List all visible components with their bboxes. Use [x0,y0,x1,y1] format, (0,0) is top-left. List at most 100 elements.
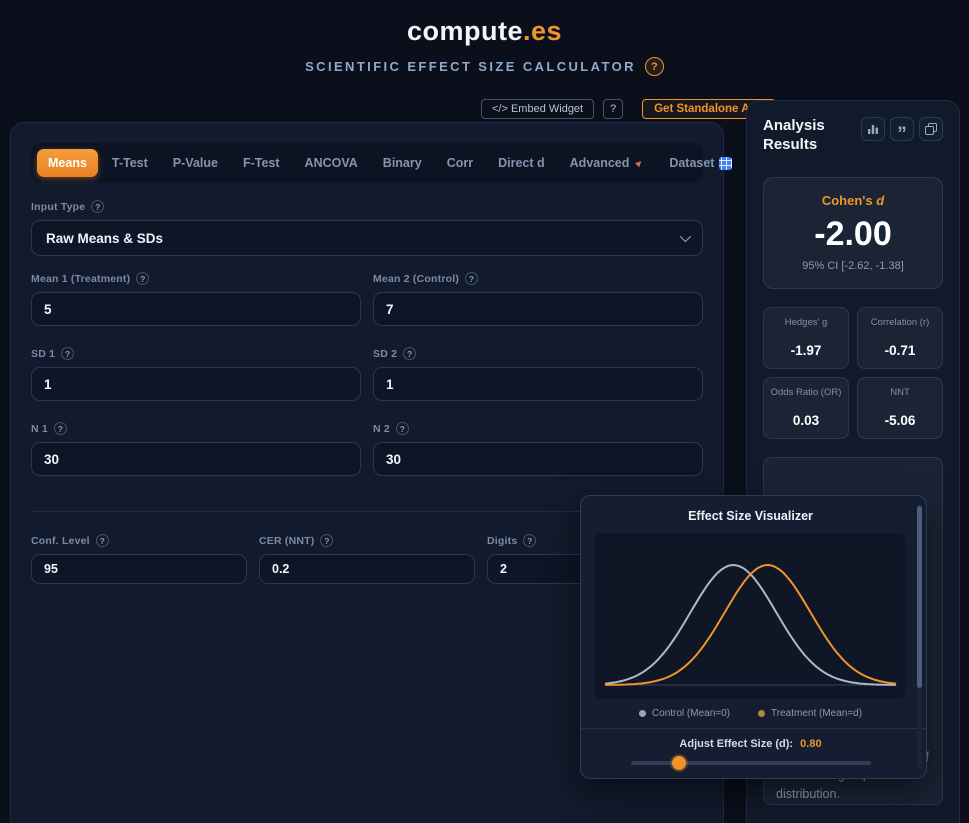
tab-corr[interactable]: Corr [436,149,484,177]
dataset-icon [719,156,733,170]
tab-label: Corr [446,156,474,170]
chart-view-button[interactable] [861,117,885,141]
field-help-icon[interactable]: ? [465,272,479,285]
field-label: Digits [487,534,518,547]
scrollbar-thumb[interactable] [917,506,922,688]
field-help-icon[interactable]: ? [320,534,334,547]
copy-icon [925,123,937,135]
secondary-results-grid: Hedges' g -1.97 Correlation (r) -0.71 Odds R… [763,306,943,439]
embed-widget-button[interactable]: </> Embed Widget [481,99,595,119]
tab-label: P-Value [172,156,218,170]
field-help-icon[interactable]: ? [523,534,537,547]
input-type-block: Input Type ? Raw Means & SDs [31,200,703,256]
input-type-label: Input Type [31,200,86,213]
subtitle-help-icon[interactable]: ? [644,57,664,76]
result-label: Hedges' g [784,316,828,328]
field-help-icon[interactable]: ? [395,422,409,435]
toolbar: </> Embed Widget ? Get Standalone App [481,99,776,119]
input-type-select[interactable]: Raw Means & SDs [31,220,703,256]
tab-ancova[interactable]: ANCOVA [294,149,369,177]
tab-label: Dataset [669,156,715,170]
field-help-icon[interactable]: ? [136,272,150,285]
field-help-icon[interactable]: ? [95,534,109,547]
field-help-icon[interactable]: ? [403,347,417,360]
tab-label: T-Test [111,156,148,170]
tab-t-test[interactable]: T-Test [101,149,159,177]
app-logo: compute.es [0,16,969,47]
slider-track[interactable] [630,761,871,765]
input-type-help-icon[interactable]: ? [91,200,105,213]
field-mean-1-treatment-: Mean 1 (Treatment)? [31,272,361,326]
result-value: -0.71 [884,342,916,358]
input-cer-nnt-[interactable] [259,554,475,584]
citation-button[interactable]: ” [890,117,914,141]
input-sd-1[interactable] [31,367,361,401]
control-dot-icon [638,710,646,717]
result-value: -5.06 [884,412,916,428]
result-card-correlation-r-: Correlation (r) -0.71 [857,306,943,369]
tab-means[interactable]: Means [37,149,98,177]
tab-binary[interactable]: Binary [372,149,433,177]
tab-p-value[interactable]: P-Value [162,149,229,177]
field-label: CER (NNT) [259,534,315,547]
primary-result-label: Cohen's d [821,192,885,208]
tab-label: Means [48,156,87,170]
field-label: N 2 [373,422,390,435]
tab-label: ANCOVA [304,156,358,170]
field-help-icon[interactable]: ? [53,422,67,435]
input-conf-level[interactable] [31,554,247,584]
field-label: Mean 2 (Control) [373,272,460,285]
result-label: Correlation (r) [870,316,930,328]
field-mean-2-control-: Mean 2 (Control)? [373,272,703,326]
result-card-nnt: NNT -5.06 [857,376,943,439]
result-card-odds-ratio-or-: Odds Ratio (OR) 0.03 [763,376,849,439]
tab-label: F-Test [242,156,280,170]
field-sd-1: SD 1? [31,347,361,401]
result-value: 0.03 [792,412,820,428]
toolbar-help-button[interactable]: ? [603,99,624,119]
tab-advanced[interactable]: Advanced ▲ [559,149,656,177]
copy-results-button[interactable] [919,117,943,141]
tab-f-test[interactable]: F-Test [232,149,291,177]
result-card-hedges-g: Hedges' g -1.97 [763,306,849,369]
slider-label-row: Adjust Effect Size (d): 0.80 [595,738,906,750]
logo-part1: compute [406,16,523,46]
field-conf-level: Conf. Level? [31,534,247,584]
tab-dataset[interactable]: Dataset [658,149,743,177]
field-help-icon[interactable]: ? [61,347,75,360]
field-cer-nnt-: CER (NNT)? [259,534,475,584]
field-label: Mean 1 (Treatment) [31,272,131,285]
input-n-2[interactable] [373,442,703,476]
effect-size-slider[interactable] [630,756,871,770]
visualizer-title: Effect Size Visualizer [688,509,813,523]
input-n-1[interactable] [31,442,361,476]
effect-size-visualizer-popover: Effect Size Visualizer Control (Mean=0) … [580,495,927,779]
input-mean-1-treatment-[interactable] [31,292,361,326]
field-label: SD 1 [31,347,56,360]
field-label: Conf. Level [31,534,90,547]
primary-result-card: Cohen's d -2.00 95% CI [-2.62, -1.38] [763,176,943,289]
get-standalone-app-button[interactable]: Get Standalone App [642,99,776,119]
slider-knob[interactable] [671,756,686,770]
treatment-dot-icon [758,710,766,717]
input-type-value: Raw Means & SDs [46,230,164,246]
result-label: NNT [890,386,910,398]
input-sd-2[interactable] [373,367,703,401]
input-mean-2-control-[interactable] [373,292,703,326]
app-subtitle: SCIENTIFIC EFFECT SIZE CALCULATOR [305,59,636,74]
tab-label: Direct d [498,156,545,170]
tab-direct-d[interactable]: Direct d [487,149,556,177]
quote-icon: ” [897,123,907,141]
slider-value: 0.80 [800,738,822,750]
form-divider [31,511,703,512]
legend-treatment: Treatment (Mean=d) [758,708,862,719]
tab-bar: Means T-Test P-Value F-Test ANCOVA Binary Corr… [31,143,733,183]
chevron-down-icon [679,230,692,243]
field-n-2: N 2? [373,422,703,476]
slider-label: Adjust Effect Size (d): [679,738,794,750]
header: compute.es SCIENTIFIC EFFECT SIZE CALCUL… [0,16,969,76]
legend-control: Control (Mean=0) [638,708,730,719]
result-label: Odds Ratio (OR) [770,386,842,398]
bar-chart-icon [868,125,878,134]
